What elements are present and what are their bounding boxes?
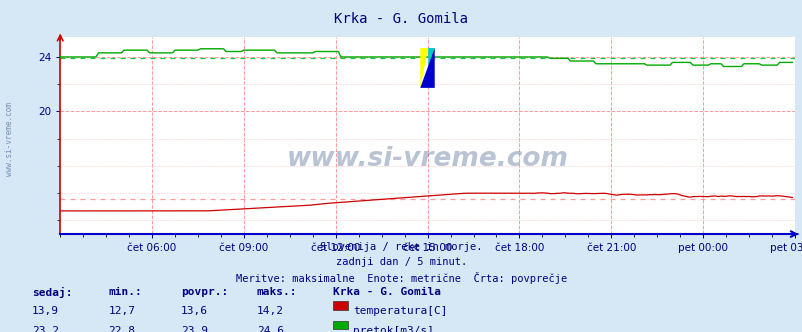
Text: 23,9: 23,9 bbox=[180, 326, 208, 332]
Text: Meritve: maksimalne  Enote: metrične  Črta: povprečje: Meritve: maksimalne Enote: metrične Črta… bbox=[236, 272, 566, 284]
Text: sedaj:: sedaj: bbox=[32, 287, 72, 298]
Text: 23,2: 23,2 bbox=[32, 326, 59, 332]
Text: 22,8: 22,8 bbox=[108, 326, 136, 332]
Text: www.si-vreme.com: www.si-vreme.com bbox=[286, 146, 568, 172]
Text: 13,9: 13,9 bbox=[32, 306, 59, 316]
Text: povpr.:: povpr.: bbox=[180, 287, 228, 297]
Text: Slovenija / reke in morje.: Slovenija / reke in morje. bbox=[320, 242, 482, 252]
Text: Krka - G. Gomila: Krka - G. Gomila bbox=[334, 12, 468, 26]
Text: pretok[m3/s]: pretok[m3/s] bbox=[353, 326, 434, 332]
Text: 24,6: 24,6 bbox=[257, 326, 284, 332]
Text: 14,2: 14,2 bbox=[257, 306, 284, 316]
Text: www.si-vreme.com: www.si-vreme.com bbox=[5, 103, 14, 176]
Text: 13,6: 13,6 bbox=[180, 306, 208, 316]
Text: Krka - G. Gomila: Krka - G. Gomila bbox=[333, 287, 440, 297]
Text: 12,7: 12,7 bbox=[108, 306, 136, 316]
Text: temperatura[C]: temperatura[C] bbox=[353, 306, 448, 316]
Text: maks.:: maks.: bbox=[257, 287, 297, 297]
Text: min.:: min.: bbox=[108, 287, 142, 297]
Text: zadnji dan / 5 minut.: zadnji dan / 5 minut. bbox=[335, 257, 467, 267]
